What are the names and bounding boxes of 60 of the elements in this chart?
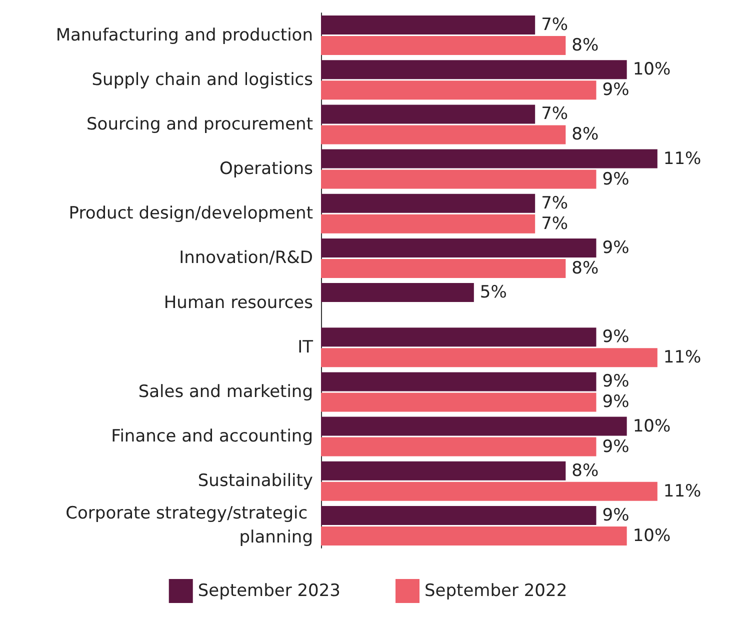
bar xyxy=(321,170,596,189)
data-label: 9% xyxy=(602,327,630,348)
data-label: 10% xyxy=(632,60,671,80)
bar xyxy=(321,526,627,546)
data-label: 9% xyxy=(602,372,630,392)
legend-label: September 2022 xyxy=(424,581,568,601)
y-tick-label: Sourcing and procurement xyxy=(86,114,314,134)
bar xyxy=(321,80,596,100)
data-label: 8% xyxy=(572,258,599,278)
data-label: 9% xyxy=(602,436,630,457)
data-label: 9% xyxy=(602,238,630,258)
data-label: 10% xyxy=(632,416,671,436)
y-tick-label: Supply chain and logistics xyxy=(92,70,314,90)
data-label: 7% xyxy=(541,193,568,214)
data-label: 7% xyxy=(541,104,568,124)
y-tick-label: IT xyxy=(298,337,314,358)
data-label: 11% xyxy=(663,481,702,502)
y-tick-label: Innovation/R&D xyxy=(179,248,313,268)
bar xyxy=(321,258,566,278)
bar xyxy=(321,238,596,258)
bar xyxy=(321,214,536,234)
bar xyxy=(321,372,596,392)
bar xyxy=(321,416,627,436)
data-label: 11% xyxy=(663,148,702,169)
legend-label: September 2023 xyxy=(198,581,341,601)
bar xyxy=(321,149,658,168)
y-tick-label: Human resources xyxy=(164,292,314,313)
bar xyxy=(321,328,596,347)
data-label: 11% xyxy=(663,348,702,368)
data-label: 8% xyxy=(572,124,599,145)
bar xyxy=(321,60,627,80)
bar xyxy=(321,437,596,456)
data-label: 5% xyxy=(480,282,507,303)
data-label: 8% xyxy=(572,36,599,56)
bar xyxy=(321,16,536,35)
bar xyxy=(321,506,596,525)
bar xyxy=(321,392,596,412)
bar xyxy=(321,36,566,56)
bar xyxy=(321,194,536,213)
bar xyxy=(321,348,658,368)
bar xyxy=(321,283,474,302)
data-label: 7% xyxy=(541,15,568,36)
data-label: 8% xyxy=(572,460,599,481)
y-tick-label: Product design/development xyxy=(68,204,314,224)
bar xyxy=(321,104,536,124)
data-label: 9% xyxy=(602,169,630,190)
data-label: 9% xyxy=(602,80,630,100)
data-label: 9% xyxy=(602,505,630,526)
y-tick-label: Manufacturing and production xyxy=(56,25,313,46)
y-tick-label: Sales and marketing xyxy=(138,382,313,402)
y-tick-label: Finance and accounting xyxy=(111,426,313,447)
bar xyxy=(321,461,566,480)
data-label: 9% xyxy=(602,392,630,412)
data-label: 7% xyxy=(541,214,568,234)
bar xyxy=(321,125,566,144)
data-label: 10% xyxy=(632,526,671,546)
y-tick-label: Corporate strategy/strategic planning xyxy=(66,504,313,548)
y-tick-label: Operations xyxy=(220,159,314,180)
y-tick-label: Sustainability xyxy=(198,471,313,492)
bar xyxy=(321,482,658,501)
